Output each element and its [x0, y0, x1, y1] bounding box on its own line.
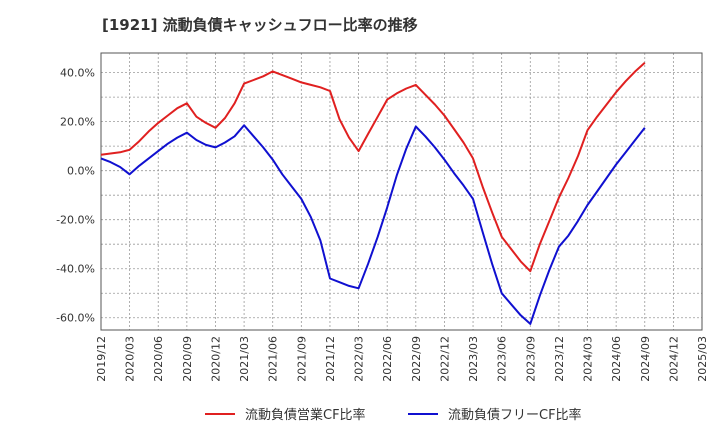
grid-lines	[100, 53, 703, 330]
x-tick-label: 2024/06	[610, 336, 623, 382]
y-tick-label: -40.0%	[56, 263, 95, 276]
plot-border	[100, 52, 703, 331]
x-tick-label: 2024/09	[639, 336, 652, 382]
x-tick-label: 2020/06	[152, 336, 165, 382]
x-tick-label: 2024/12	[667, 336, 680, 382]
series-line-2	[100, 124, 646, 325]
y-tick-label: 0.0%	[67, 165, 95, 178]
x-tick-label: 2023/09	[524, 336, 537, 382]
x-tick-label: 2021/09	[295, 336, 308, 382]
x-tick-label: 2025/03	[696, 336, 709, 382]
x-tick-label: 2020/12	[209, 336, 222, 382]
x-tick-label: 2023/06	[496, 336, 509, 382]
x-tick-label: 2019/12	[95, 336, 108, 382]
chart-title: [1921] 流動負債キャッシュフロー比率の推移	[102, 16, 418, 34]
y-tick-label: 40.0%	[60, 67, 95, 80]
y-tick-label: 20.0%	[60, 116, 95, 129]
x-tick-label: 2020/09	[181, 336, 194, 382]
x-tick-label: 2021/12	[324, 336, 337, 382]
x-tick-label: 2022/03	[353, 336, 366, 382]
plot-area	[101, 53, 702, 330]
x-tick-label: 2023/12	[553, 336, 566, 382]
x-tick-label: 2021/03	[238, 336, 251, 382]
y-tick-label: -60.0%	[56, 312, 95, 325]
legend-label-2: 流動負債フリーCF比率	[448, 407, 582, 423]
x-tick-label: 2022/09	[410, 336, 423, 382]
y-tick-label: -20.0%	[56, 214, 95, 227]
legend-label-1: 流動負債営業CF比率	[245, 407, 366, 423]
x-tick-label: 2022/12	[438, 336, 451, 382]
series-line-1	[100, 62, 646, 273]
x-tick-label: 2022/06	[381, 336, 394, 382]
x-tick-label: 2020/03	[124, 336, 137, 382]
x-tick-label: 2023/03	[467, 336, 480, 382]
x-tick-label: 2021/06	[267, 336, 280, 382]
x-tick-label: 2024/03	[582, 336, 595, 382]
